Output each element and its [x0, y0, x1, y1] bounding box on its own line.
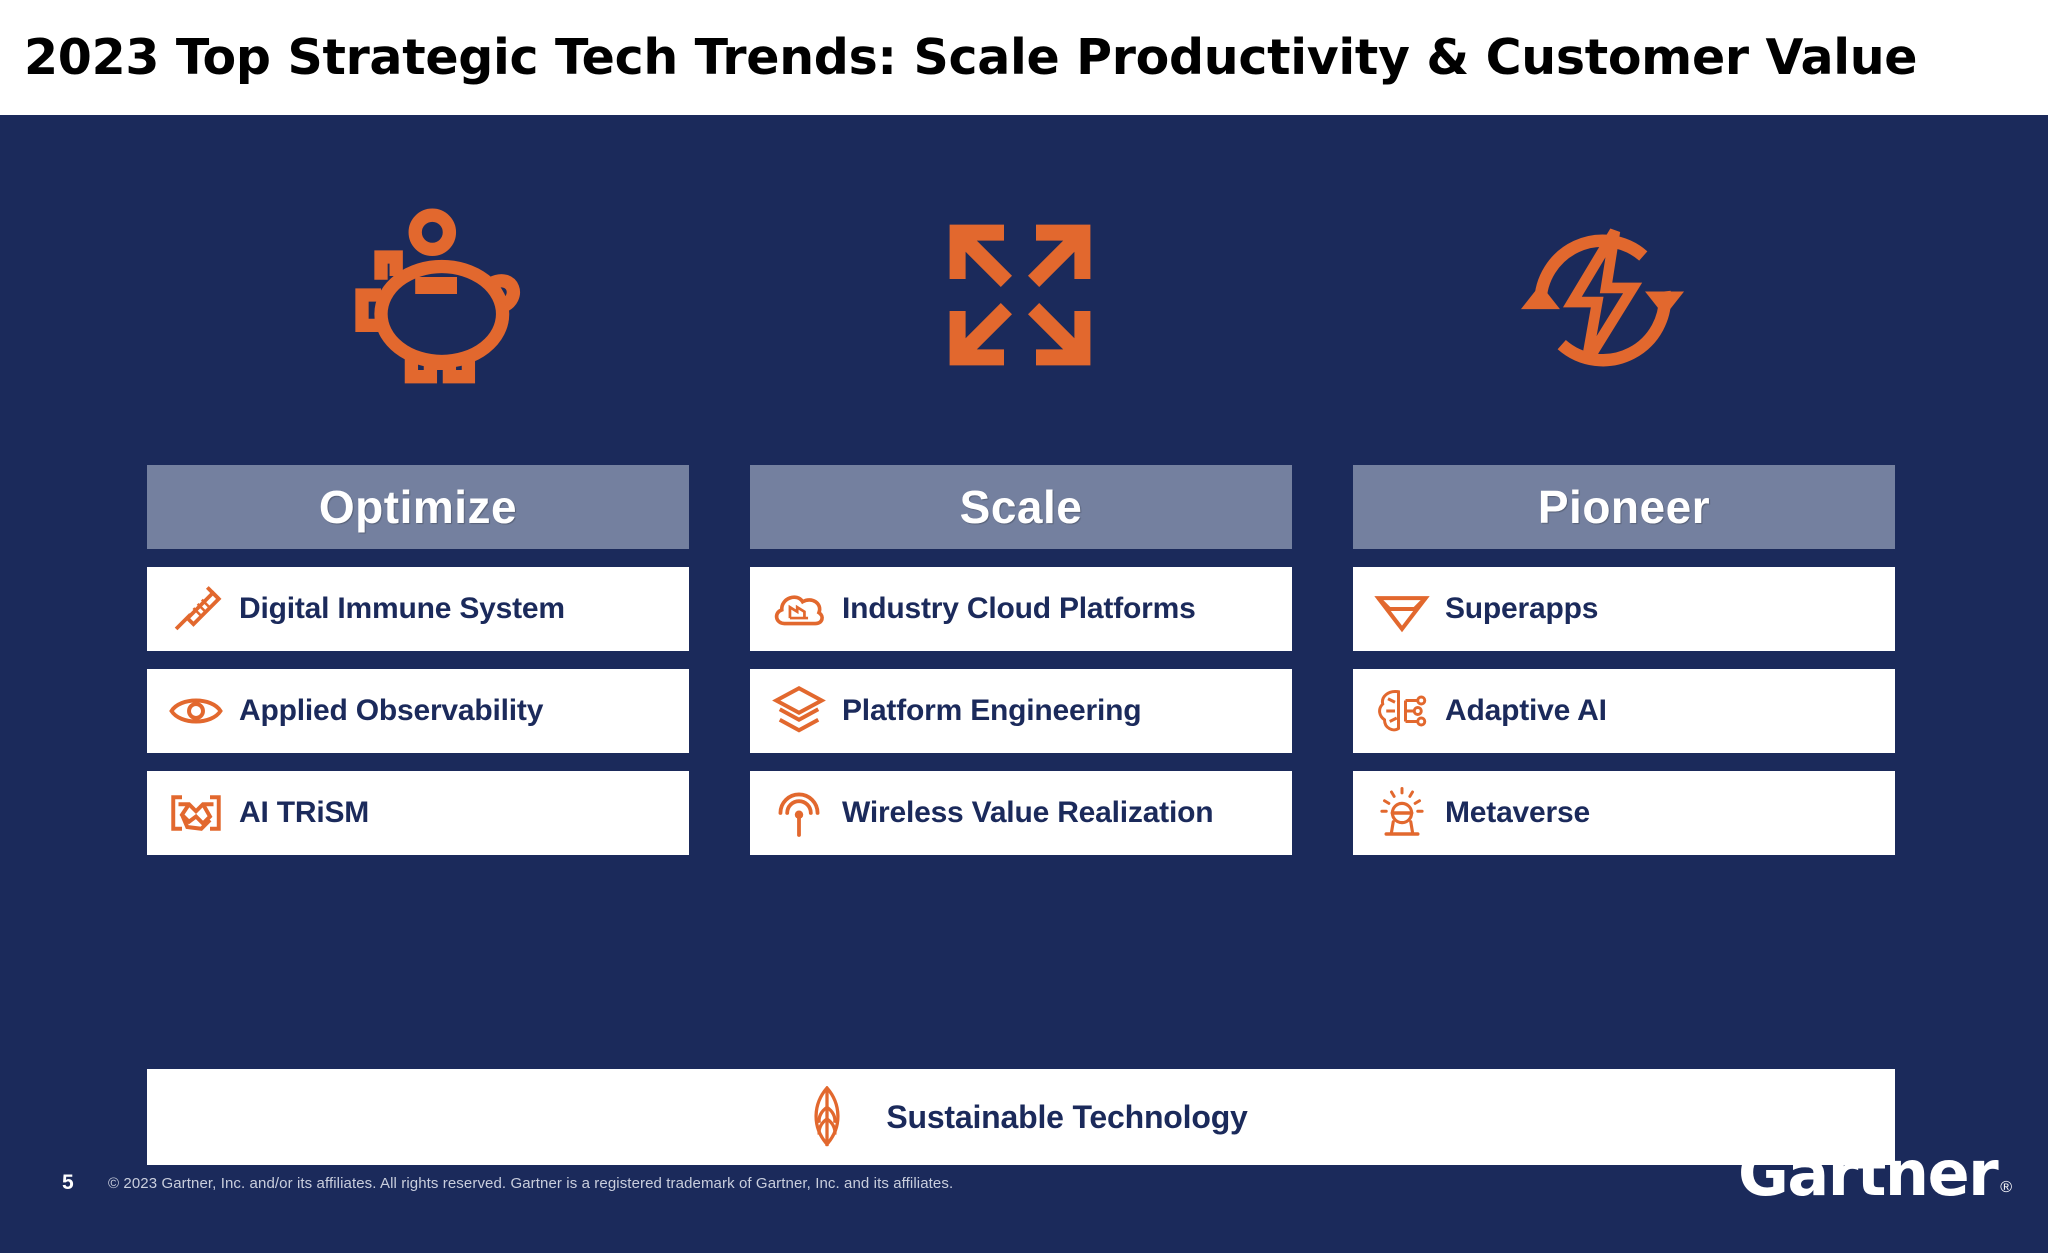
- wireless-signal-icon: [766, 780, 832, 846]
- trend-card[interactable]: Digital Immune System: [147, 567, 689, 651]
- diamond-icon: [1369, 576, 1435, 642]
- syringe-icon: [163, 576, 229, 642]
- trend-label: Applied Observability: [239, 694, 544, 727]
- trend-card[interactable]: Platform Engineering: [750, 669, 1292, 753]
- trend-card[interactable]: Industry Cloud Platforms: [750, 567, 1292, 651]
- trend-label: Industry Cloud Platforms: [842, 592, 1196, 625]
- category-icon-optimize: [147, 180, 729, 410]
- gartner-logo: Gartner ®: [1738, 1143, 2012, 1205]
- trend-label: Superapps: [1445, 592, 1599, 625]
- trend-card-sustainable-technology[interactable]: Sustainable Technology: [147, 1069, 1895, 1165]
- trend-card[interactable]: AI TRiSM: [147, 771, 689, 855]
- trend-label: Metaverse: [1445, 796, 1590, 829]
- leaf-icon: [794, 1084, 860, 1150]
- title-band: 2023 Top Strategic Tech Trends: Scale Pr…: [0, 0, 2048, 115]
- trend-label: AI TRiSM: [239, 796, 370, 829]
- brain-circuit-icon: [1369, 678, 1435, 744]
- column-header-optimize: Optimize: [147, 465, 689, 549]
- trend-label: Adaptive AI: [1445, 694, 1607, 727]
- column-header-label: Optimize: [318, 481, 518, 533]
- trend-card[interactable]: Applied Observability: [147, 669, 689, 753]
- trend-card[interactable]: Superapps: [1353, 567, 1895, 651]
- footer: 5 © 2023 Gartner, Inc. and/or its affili…: [0, 1143, 2048, 1215]
- vr-headset-icon: [1369, 780, 1435, 846]
- column-pioneer: Pioneer Superapps: [1353, 465, 1895, 873]
- column-optimize: Optimize Digital Immune System: [147, 465, 689, 873]
- category-icon-pioneer: [1311, 180, 1893, 410]
- trend-card[interactable]: Metaverse: [1353, 771, 1895, 855]
- eye-icon: [163, 678, 229, 744]
- piggy-bank-icon: [343, 200, 533, 390]
- handshake-icon: [163, 780, 229, 846]
- column-header-scale: Scale: [750, 465, 1292, 549]
- column-header-label: Pioneer: [1537, 481, 1711, 533]
- trend-card[interactable]: Adaptive AI: [1353, 669, 1895, 753]
- trend-label: Sustainable Technology: [886, 1098, 1248, 1135]
- layers-icon: [766, 678, 832, 744]
- copyright-notice: © 2023 Gartner, Inc. and/or its affiliat…: [108, 1175, 954, 1192]
- column-header-pioneer: Pioneer: [1353, 465, 1895, 549]
- column-header-label: Scale: [959, 481, 1083, 533]
- registered-mark-icon: ®: [2000, 1179, 2012, 1196]
- trend-label: Platform Engineering: [842, 694, 1142, 727]
- trend-columns: Optimize Digital Immune System: [147, 465, 1895, 873]
- refresh-lightning-icon: [1505, 205, 1700, 385]
- expand-arrows-icon: [940, 215, 1100, 375]
- page-title: 2023 Top Strategic Tech Trends: Scale Pr…: [24, 29, 1918, 86]
- trend-card[interactable]: Wireless Value Realization: [750, 771, 1292, 855]
- trend-label: Wireless Value Realization: [842, 796, 1214, 829]
- cloud-factory-icon: [766, 576, 832, 642]
- category-icon-row: [147, 180, 1895, 410]
- slide-body: Optimize Digital Immune System: [0, 115, 2048, 1253]
- category-icon-scale: [729, 180, 1311, 410]
- page-number: 5: [62, 1171, 74, 1194]
- trend-label: Digital Immune System: [239, 592, 565, 625]
- gartner-logo-text: Gartner: [1737, 1137, 1999, 1210]
- column-scale: Scale Industry Cloud Platforms: [750, 465, 1292, 873]
